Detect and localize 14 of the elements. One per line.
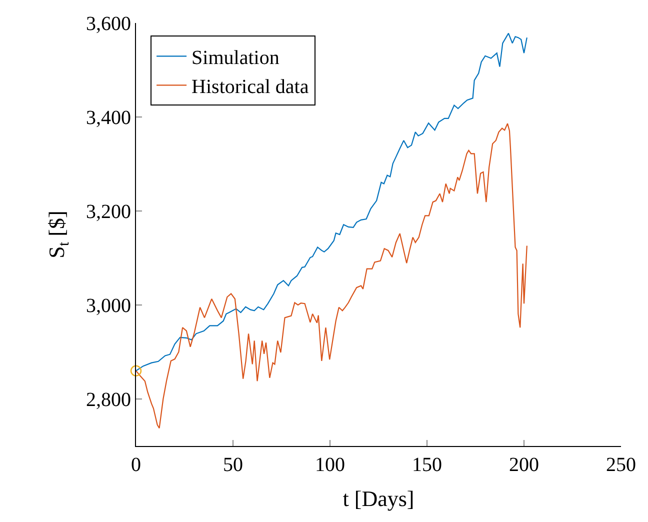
x-tick-label: 0 — [131, 454, 141, 476]
x-tick-label: 50 — [223, 454, 243, 476]
x-tick-label: 200 — [509, 454, 539, 476]
x-axis-title: t [Days] — [342, 486, 414, 511]
y-tick-label: 3,400 — [86, 107, 131, 129]
x-tick-label: 100 — [315, 454, 345, 476]
y-tick-label: 2,800 — [86, 389, 131, 411]
x-tick-label: 250 — [606, 454, 636, 476]
y-tick-label: 3,200 — [86, 201, 131, 223]
y-tick-label: 3,000 — [86, 295, 131, 317]
y-tick-label: 3,600 — [86, 13, 131, 35]
legend-label: Simulation — [192, 46, 280, 69]
x-tick-label: 150 — [412, 454, 442, 476]
legend-label: Historical data — [192, 76, 309, 98]
